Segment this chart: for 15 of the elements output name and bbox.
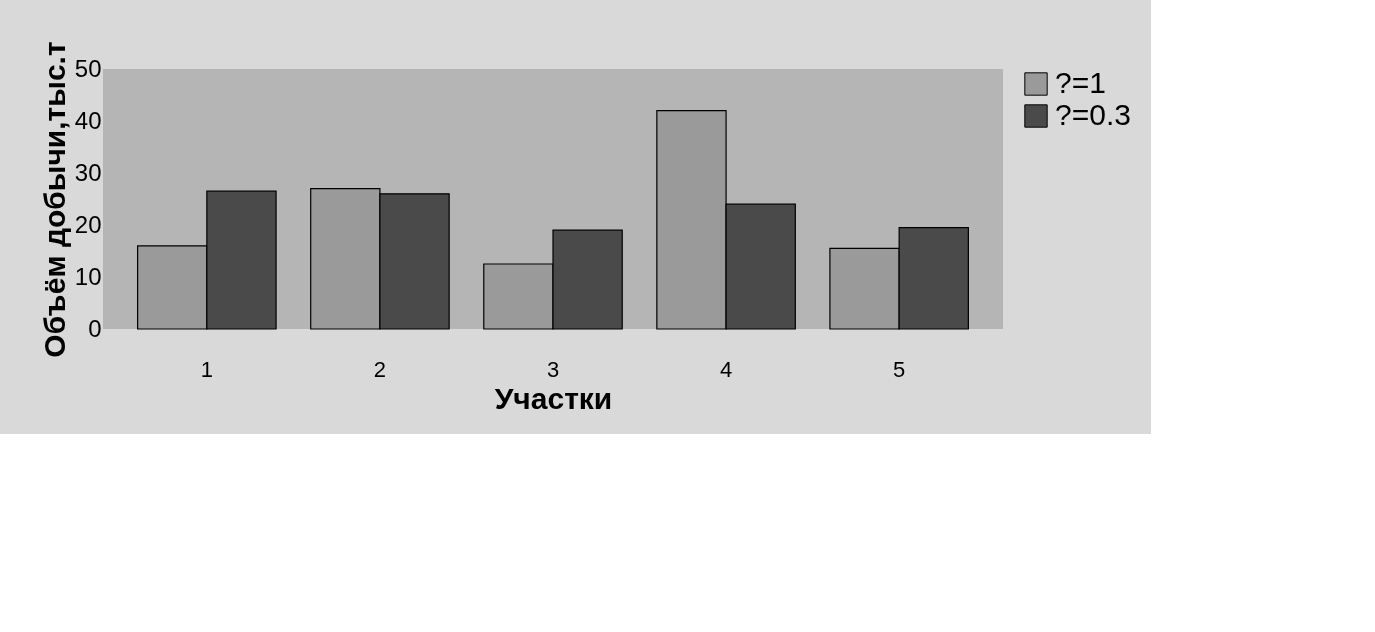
x-tick-label: 3 bbox=[546, 356, 560, 382]
legend-label: ?=1 bbox=[1055, 66, 1106, 99]
y-tick-label: 0 bbox=[88, 314, 102, 342]
y-tick-label: 30 bbox=[74, 158, 102, 186]
y-tick-label: 50 bbox=[74, 54, 102, 82]
y-tick-label: 20 bbox=[74, 210, 102, 238]
y-axis-title: Объём добычи,тыс.т bbox=[37, 41, 71, 358]
x-tick-label: 2 bbox=[373, 356, 387, 382]
x-tick-label: 4 bbox=[719, 356, 733, 382]
x-axis-title: Участки bbox=[494, 381, 613, 415]
legend-label: ?=0.3 bbox=[1055, 98, 1131, 131]
y-tick-label: 10 bbox=[74, 262, 102, 290]
x-tick-label: 1 bbox=[200, 356, 213, 382]
x-tick-label: 5 bbox=[893, 356, 906, 382]
y-tick-label: 40 bbox=[74, 106, 102, 134]
